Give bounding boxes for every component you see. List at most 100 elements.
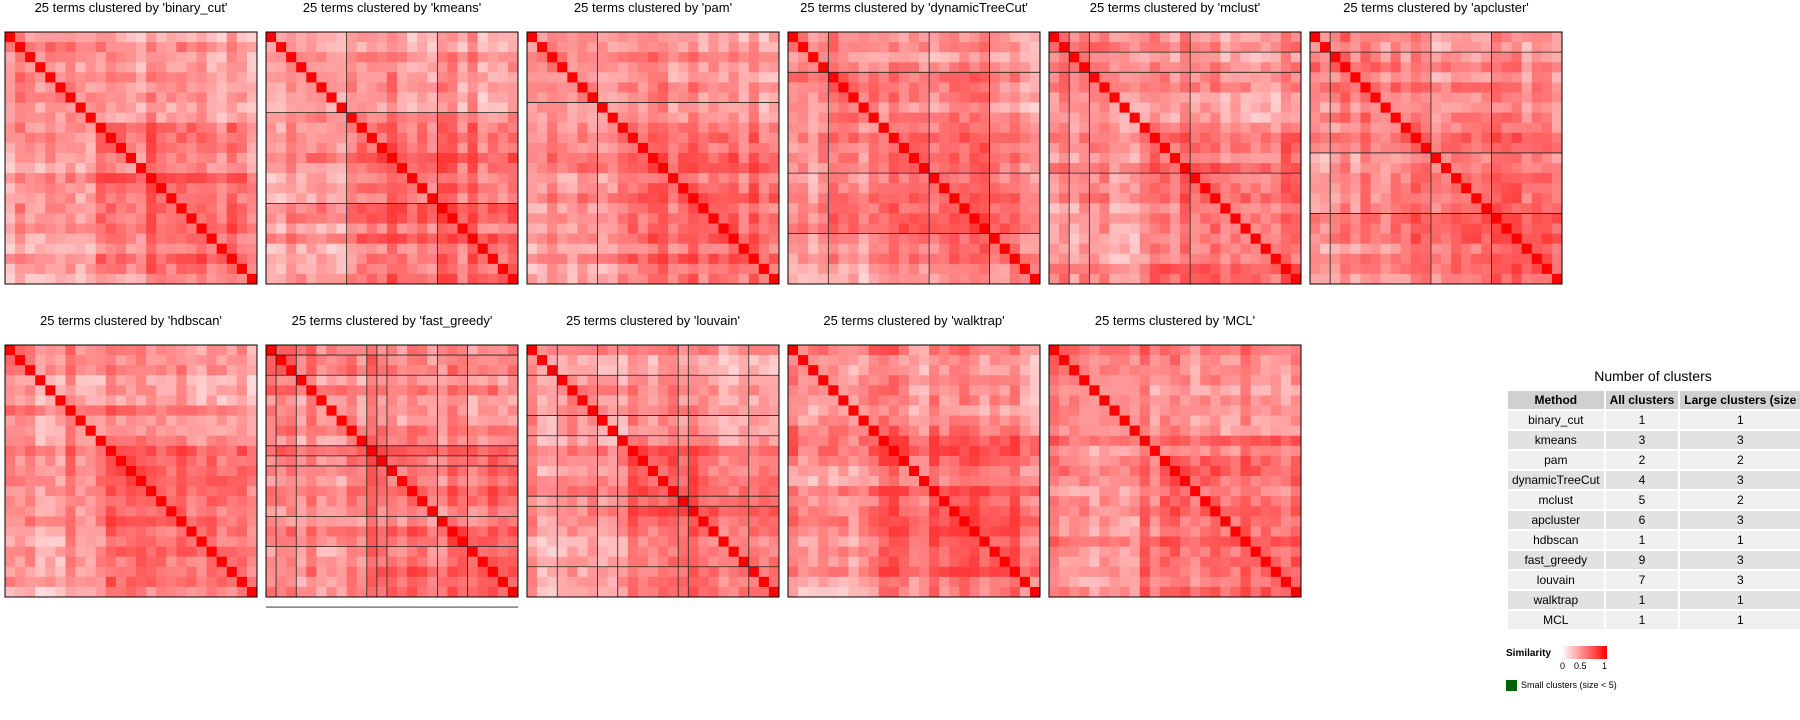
heatmap-cell	[75, 42, 87, 53]
heatmap-cell	[146, 435, 157, 447]
heatmap-cell	[477, 375, 489, 386]
heatmap-cell	[75, 516, 87, 527]
heatmap-cell	[226, 142, 238, 154]
heatmap-cell	[898, 273, 910, 285]
heatmap-cell	[206, 516, 218, 527]
heatmap-cell	[176, 435, 187, 447]
heatmap-cell	[728, 183, 740, 194]
heatmap-cell	[166, 365, 177, 376]
heatmap-cell	[437, 142, 448, 154]
heatmap-cell	[898, 82, 910, 93]
heatmap-cell	[35, 132, 46, 144]
heatmap-cell	[557, 193, 568, 204]
heatmap-cell	[1330, 253, 1341, 265]
heatmap-cell	[1180, 132, 1191, 144]
heatmap-cell	[888, 52, 900, 63]
heatmap-cell	[457, 92, 468, 103]
heatmap-cell	[748, 42, 760, 53]
heatmap-cell	[507, 92, 519, 103]
heatmap-cell	[176, 233, 187, 245]
heatmap-cell	[316, 102, 327, 114]
heatmap-cell	[457, 163, 468, 174]
heatmap-cell	[457, 233, 468, 245]
heatmap-cell	[85, 455, 97, 467]
heatmap-cell	[115, 465, 127, 477]
heatmap-cell	[1109, 243, 1120, 255]
heatmap-cell	[356, 476, 368, 487]
heatmap-cell	[226, 385, 238, 396]
heatmap-cell	[15, 112, 26, 124]
heatmap-cell	[929, 203, 940, 214]
heatmap-cell	[1049, 62, 1060, 73]
heatmap-cell	[15, 233, 26, 245]
heatmap-cell	[688, 253, 699, 265]
heatmap-cell	[718, 193, 729, 204]
heatmap-cell	[1420, 92, 1432, 103]
heatmap-cell	[437, 173, 448, 184]
heatmap-cell	[1360, 142, 1371, 154]
heatmap-cell	[1280, 52, 1292, 63]
heatmap-cell	[818, 213, 829, 224]
heatmap-cell	[1250, 132, 1262, 144]
heatmap-cell	[658, 102, 669, 114]
heatmap-cell	[949, 223, 960, 234]
heatmap-cell	[1260, 32, 1272, 43]
heatmap-cell	[919, 243, 930, 255]
heatmap-cell	[1149, 122, 1161, 134]
heatmap-cell	[1079, 132, 1090, 144]
heatmap-cell	[5, 163, 16, 174]
heatmap-cell	[949, 112, 960, 124]
heatmap-cell	[487, 425, 499, 437]
heatmap-cell	[346, 345, 358, 356]
heatmap-cell	[908, 32, 920, 43]
heatmap-cell	[417, 566, 428, 578]
heatmap-cell	[437, 445, 448, 457]
heatmap-cell	[286, 263, 297, 275]
heatmap-cell	[1119, 102, 1131, 114]
heatmap-cell	[85, 556, 97, 568]
heatmap-cell	[1420, 233, 1432, 245]
heatmap-svg	[265, 344, 519, 608]
heatmap-cell	[316, 82, 327, 93]
heatmap-cell	[597, 142, 609, 154]
heatmap-cell	[919, 152, 930, 164]
heatmap-cell	[868, 32, 880, 43]
heatmap-cell	[688, 32, 699, 43]
heatmap-cell	[1330, 82, 1341, 93]
heatmap-cell	[25, 465, 36, 477]
heatmap-cell	[1471, 263, 1482, 275]
heatmap-cell	[15, 183, 26, 194]
heatmap-cell	[356, 52, 368, 63]
heatmap-cell	[637, 173, 649, 184]
heatmap-cell	[156, 213, 167, 224]
heatmap-cell	[457, 243, 468, 255]
heatmap-cell	[1491, 32, 1502, 43]
heatmap-cell	[1079, 112, 1090, 124]
heatmap-cell	[477, 62, 489, 73]
heatmap-cell	[216, 163, 228, 174]
heatmap-cell	[627, 193, 639, 204]
heatmap-cell	[115, 273, 127, 285]
heatmap-cell	[1330, 142, 1341, 154]
heatmap-cell	[25, 122, 36, 134]
heatmap-cell	[376, 243, 388, 255]
heatmap-cell	[397, 132, 408, 144]
heatmap-cell	[668, 62, 679, 73]
heatmap-svg	[4, 31, 258, 285]
heatmap-cell	[597, 253, 609, 265]
heatmap-cell	[146, 263, 157, 275]
heatmap-cell	[45, 193, 56, 204]
heatmap-cell	[1109, 183, 1120, 194]
heatmap-cell	[25, 476, 36, 487]
heatmap-cell	[999, 213, 1011, 224]
heatmap-cell	[1210, 152, 1221, 164]
heatmap-cell	[1139, 243, 1151, 255]
heatmap-cell	[577, 163, 588, 174]
heatmap-cell	[146, 32, 157, 43]
heatmap-cell	[1109, 163, 1120, 174]
heatmap-cell	[627, 82, 639, 93]
heatmap-cell	[989, 52, 1001, 63]
heatmap-cell	[55, 223, 66, 234]
heatmap-cell	[818, 52, 829, 63]
heatmap-cell	[738, 112, 750, 124]
